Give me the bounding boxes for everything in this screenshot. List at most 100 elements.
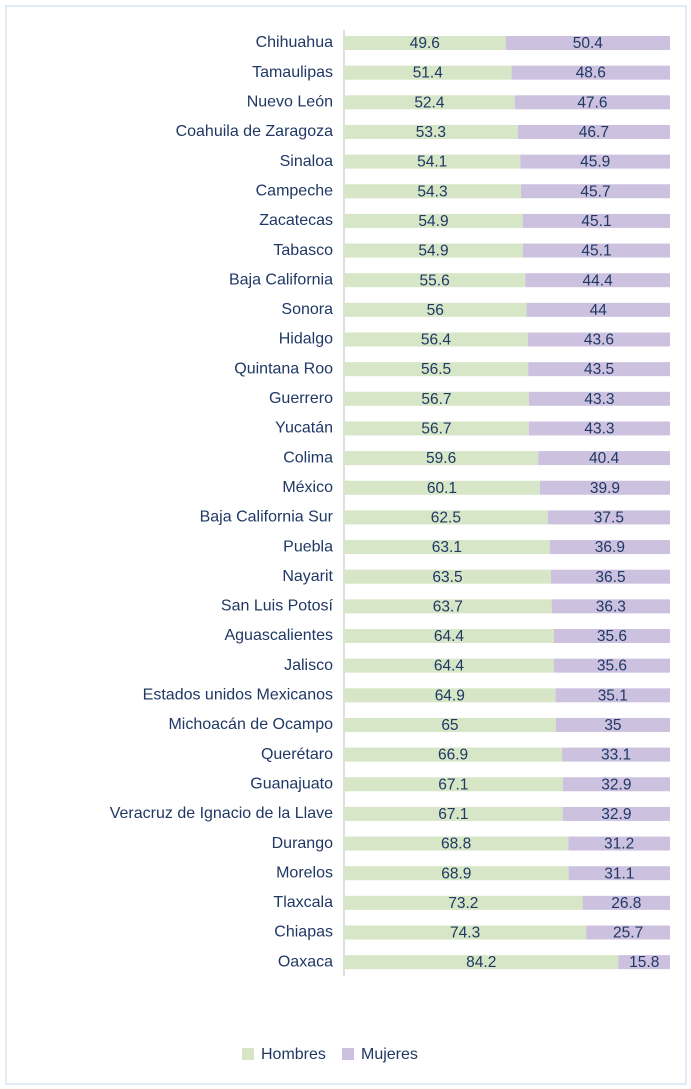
bar-segment [562, 777, 670, 792]
bar-segment [528, 362, 670, 377]
data-label: 59.6 [426, 450, 456, 467]
y-tick-label: San Luis Potosí [221, 598, 334, 615]
bar-segment [562, 747, 670, 762]
bar-segment [582, 895, 670, 910]
data-label: 64.4 [434, 628, 465, 645]
data-label: 62.5 [431, 509, 461, 526]
bar-segment [344, 777, 563, 792]
data-label: 54.9 [418, 243, 448, 260]
data-label: 31.1 [604, 865, 634, 882]
y-tick-label: Nayarit [282, 568, 333, 585]
data-label: 40.4 [589, 450, 620, 467]
data-label: 45.1 [581, 213, 611, 230]
data-label: 64.9 [435, 687, 465, 704]
data-label: 49.6 [410, 35, 440, 52]
data-label: 44 [590, 302, 608, 319]
bar-segment [555, 688, 670, 703]
bar-segment [344, 510, 548, 525]
data-label: 56.7 [421, 421, 451, 438]
bar-segment [344, 629, 554, 643]
bar-segment [344, 806, 563, 821]
y-tick-label: Colima [283, 449, 333, 466]
y-tick-label: Durango [272, 835, 333, 852]
data-label: 36.9 [595, 539, 625, 556]
bar-segment [344, 213, 523, 228]
bar-segment [526, 302, 670, 317]
bar-segment [568, 866, 670, 881]
bar-segment [547, 510, 670, 525]
bar-segment [344, 747, 563, 762]
data-label: 36.5 [595, 569, 625, 586]
y-tick-label: Sinaloa [280, 153, 333, 170]
data-label: 46.7 [579, 124, 609, 141]
data-label: 63.5 [432, 569, 462, 586]
bar-segment [586, 925, 670, 940]
data-label: 45.1 [581, 243, 611, 260]
bar-segment [527, 332, 670, 347]
data-label: 56.5 [421, 361, 451, 378]
data-label: 63.1 [432, 539, 462, 556]
bar-segment [344, 391, 529, 406]
y-tick-label: México [282, 479, 333, 496]
data-label: 65 [441, 717, 458, 734]
bar-segment [344, 866, 569, 881]
data-label: 32.9 [601, 806, 631, 823]
y-tick-label: Aguascalientes [224, 627, 333, 644]
y-tick-label: Yucatán [275, 420, 333, 437]
bar-segment [344, 362, 529, 377]
bar-segment [511, 65, 670, 80]
bar-segment [522, 243, 670, 258]
data-label: 45.7 [580, 183, 610, 200]
bar-segment [344, 569, 552, 584]
bar-segment [344, 65, 512, 80]
legend-swatch [242, 1048, 254, 1060]
y-tick-label: Oaxaca [278, 953, 333, 970]
bar-segment [528, 421, 670, 436]
y-tick-label: Michoacán de Ocampo [168, 716, 333, 733]
bar-segment [344, 243, 523, 258]
data-label: 54.9 [418, 213, 448, 230]
data-label: 56.7 [421, 391, 451, 408]
y-tick-label: Baja California Sur [200, 509, 334, 526]
legend-label: Mujeres [361, 1046, 418, 1063]
data-label: 44.4 [583, 272, 614, 289]
data-label: 54.3 [417, 183, 447, 200]
bar-segment [514, 95, 670, 110]
y-tick-label: Hidalgo [279, 331, 333, 348]
y-tick-label: Sonora [281, 301, 333, 318]
bar-segment [553, 658, 670, 673]
data-label: 32.9 [601, 776, 631, 793]
data-label: 26.8 [611, 895, 641, 912]
data-label: 35.1 [598, 687, 628, 704]
bar-segment [549, 540, 670, 555]
bar-segment [344, 154, 521, 169]
y-tick-label: Puebla [283, 538, 333, 555]
data-label: 60.1 [427, 480, 457, 497]
data-label: 54.1 [417, 154, 447, 171]
data-label: 43.3 [584, 421, 614, 438]
y-tick-label: Coahuila de Zaragoza [176, 123, 334, 140]
data-label: 31.2 [604, 836, 634, 853]
data-label: 45.9 [580, 154, 610, 171]
bar-segment [344, 658, 554, 673]
bar-segment [539, 480, 670, 495]
data-label: 15.8 [629, 954, 659, 971]
data-label: 66.9 [438, 747, 468, 764]
data-label: 74.3 [450, 925, 480, 942]
bar-segment [525, 273, 670, 288]
data-label: 35.6 [597, 658, 627, 675]
bar-segment [521, 184, 670, 199]
data-label: 68.9 [441, 865, 471, 882]
bar-segment [344, 895, 583, 910]
data-label: 25.7 [613, 925, 643, 942]
data-label: 67.1 [438, 776, 468, 793]
y-tick-label: Jalisco [284, 657, 333, 674]
data-label: 55.6 [420, 272, 450, 289]
bar-segment [555, 717, 670, 732]
bar-segment [505, 36, 670, 50]
y-tick-label: Tamaulipas [252, 64, 333, 81]
legend-label: Hombres [261, 1046, 326, 1063]
y-tick-label: Estados unidos Mexicanos [143, 687, 333, 704]
y-tick-label: Chihuahua [256, 34, 334, 51]
